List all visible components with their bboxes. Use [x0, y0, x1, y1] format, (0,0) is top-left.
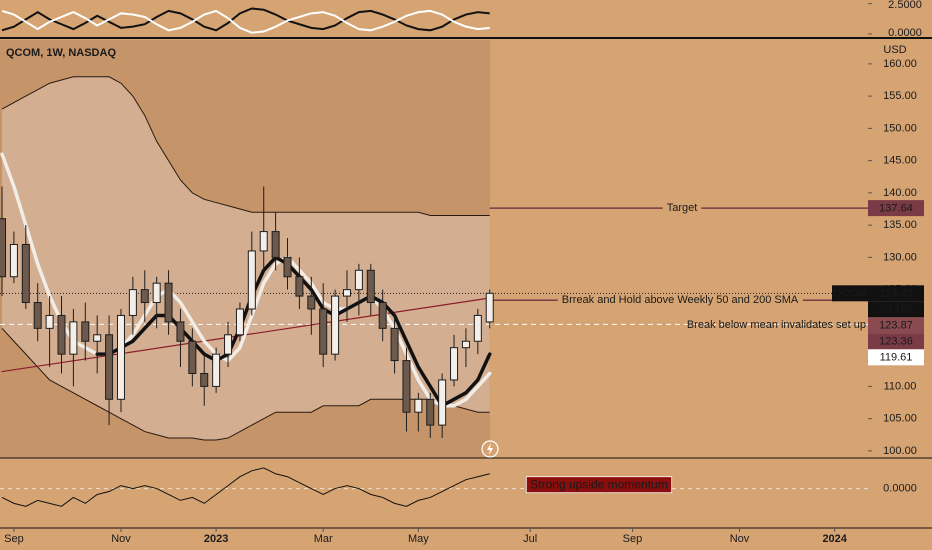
candle-body	[319, 308, 328, 355]
candle-body	[283, 256, 292, 278]
symbol-label: QCOM	[833, 288, 867, 300]
level-annotation: Target	[667, 202, 698, 214]
x-tick-label: Nov	[111, 533, 131, 545]
level-annotation: Brreak and Hold above Weekly 50 and 200 …	[562, 294, 799, 306]
y-tick-label: 160.00	[883, 58, 917, 70]
candle-body	[295, 276, 304, 297]
y-tick-label: 0.0000	[883, 482, 917, 494]
symbol-box	[832, 285, 868, 302]
candle-body	[164, 282, 173, 323]
candle-body	[402, 360, 411, 413]
y-tick-label: 155.00	[883, 90, 917, 102]
candle-body	[93, 334, 102, 342]
candle-body	[224, 334, 233, 355]
moving-average	[95, 255, 492, 408]
level-annotation-bg	[662, 202, 702, 215]
candle-body	[140, 289, 149, 304]
candle-body	[378, 302, 387, 329]
candle-body	[354, 269, 363, 291]
candle-body	[33, 302, 42, 329]
oscillator-line	[1, 9, 490, 34]
candle-body	[9, 243, 18, 278]
candle-body	[176, 321, 185, 342]
price-box-label: 123.36	[879, 336, 913, 348]
candle-body	[212, 353, 221, 387]
candle-body	[450, 347, 459, 381]
y-tick-label: 130.00	[883, 251, 917, 263]
countdown-box	[868, 301, 924, 318]
level-annotation-bg	[557, 294, 803, 307]
x-tick-label: Jul	[523, 533, 537, 545]
candle-body	[271, 231, 280, 258]
candle-body	[247, 250, 256, 310]
candle-body	[105, 334, 114, 400]
x-tick-label: Sep	[623, 533, 643, 545]
oscillator-line	[1, 7, 490, 32]
candle-body	[188, 340, 197, 374]
candle-body	[0, 218, 7, 278]
x-tick-label: Mar	[314, 533, 333, 545]
y-tick-label: 105.00	[883, 413, 917, 425]
price-box-label: 124.43	[879, 288, 913, 300]
x-tick-label: 2023	[204, 533, 228, 545]
candle-body	[331, 295, 340, 355]
x-tick-label: 2024	[822, 533, 847, 545]
candle-body	[81, 321, 90, 342]
candle-body	[116, 314, 125, 400]
candle-body	[69, 321, 78, 355]
momentum-line	[1, 467, 490, 507]
moving-average	[0, 152, 492, 408]
y-tick-label: 0.0000	[888, 27, 922, 39]
currency: USD	[883, 44, 906, 56]
y-tick-label: 135.00	[883, 219, 917, 231]
candle-body	[307, 295, 316, 310]
momentum-annotation-bg	[525, 476, 673, 494]
price-box-label: 119.61	[880, 352, 913, 364]
candle-body	[426, 398, 435, 426]
y-tick-label: 150.00	[883, 122, 917, 134]
x-tick-label: May	[408, 533, 429, 545]
countdown-label: 2d 18h	[879, 304, 913, 316]
candle-body	[57, 314, 66, 355]
candle-body	[21, 243, 30, 304]
candle-body	[473, 314, 482, 342]
x-tick-label: Sep	[4, 533, 24, 545]
price-box	[868, 317, 924, 334]
candle-body	[342, 289, 351, 297]
candle-body	[414, 398, 423, 413]
candle-body	[366, 269, 375, 304]
candle-body	[485, 292, 494, 323]
candle-body	[438, 379, 447, 426]
price-box-label: 137.64	[879, 203, 913, 215]
chart-title: QCOM, 1W, NASDAQ	[6, 47, 116, 59]
candle-body	[235, 308, 244, 336]
level-annotation: Break below mean invalidates set up	[687, 319, 866, 331]
candle-body	[461, 340, 470, 349]
price-box	[868, 285, 924, 302]
y-tick-label: 145.00	[883, 155, 917, 167]
candle-body	[259, 231, 268, 252]
candle-body	[390, 327, 399, 362]
price-box	[868, 333, 924, 350]
price-box-label: 123.87	[879, 320, 913, 332]
y-tick-label: 140.00	[883, 187, 917, 199]
y-tick-label: 100.00	[883, 445, 917, 457]
candle-body	[128, 289, 137, 316]
momentum-annotation: Strong upside momentum	[530, 478, 667, 492]
x-tick-label: Nov	[730, 533, 750, 545]
y-tick-label: 2.5000	[888, 0, 922, 11]
candle-body	[45, 314, 54, 329]
y-tick-label: 110.00	[884, 380, 917, 392]
price-box	[868, 349, 924, 366]
candle-body	[152, 282, 161, 304]
alert-icon-glyph	[487, 443, 493, 455]
band-edge	[1, 76, 490, 216]
candle-body	[200, 372, 209, 387]
price-box	[868, 200, 924, 217]
